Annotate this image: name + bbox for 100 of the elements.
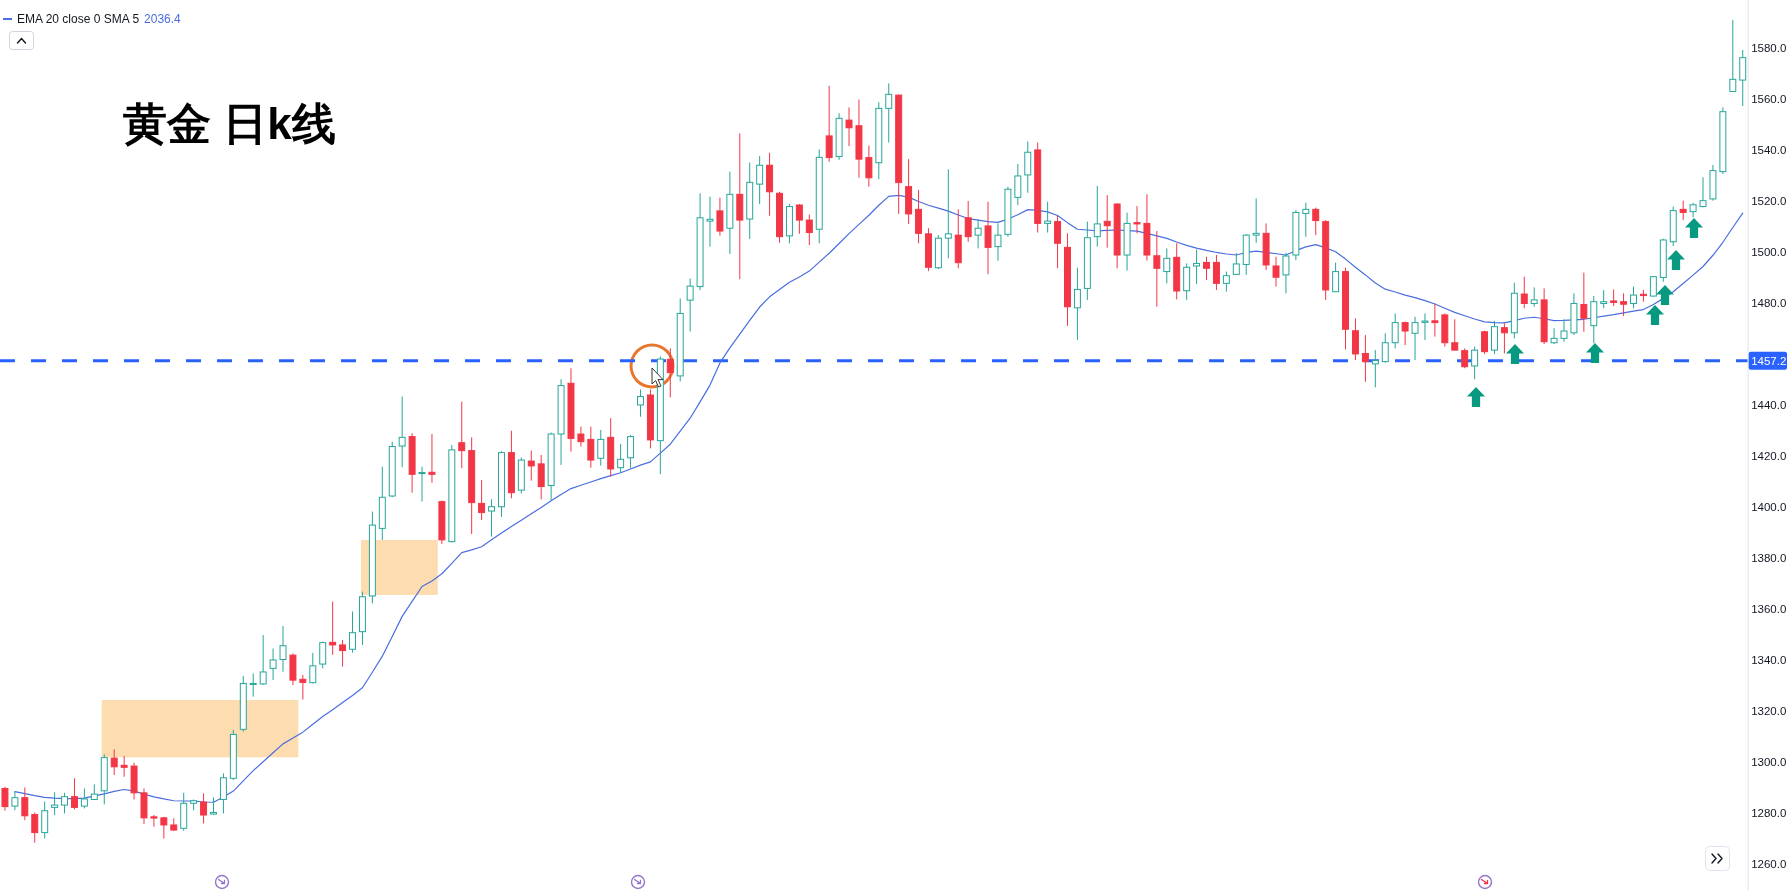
candlestick [1520,276,1528,309]
candlestick [1679,200,1687,221]
candlestick [964,200,972,243]
annotation: 2036.4 [144,11,181,27]
candlestick [756,155,764,205]
candlestick [259,634,267,686]
candlestick [994,222,1002,262]
candlestick [41,801,49,839]
candlestick [120,755,128,778]
candlestick [1590,295,1598,344]
y-tick-label: 1520.0 [1751,194,1787,207]
y-tick-label: 1380.0 [1751,551,1787,564]
candlestick [1500,322,1508,354]
candlestick [1491,320,1498,355]
candlestick [1600,289,1608,309]
candlestick [1163,247,1171,284]
y-tick-label: 1500.0 [1751,245,1787,258]
candlestick [825,85,833,163]
candlestick [885,82,893,144]
candlestick [269,648,277,681]
candlestick [319,641,327,669]
candlestick [1630,286,1637,309]
candlestick [279,625,287,673]
candlestick [1014,163,1022,206]
candlestick [1361,334,1369,383]
candlestick [1560,318,1568,343]
candlestick [71,777,78,810]
candlestick [1351,317,1359,361]
candlestick [11,791,19,811]
candlestick [21,786,29,821]
candlestick [80,788,88,809]
candlestick [1232,252,1240,276]
candlestick [1044,201,1052,234]
candlestick [1739,49,1747,107]
candlestick [627,434,635,469]
candlestick [418,466,426,503]
candlestick [666,347,674,398]
candlestick [150,814,158,828]
candlestick [31,811,39,844]
candlestick [1461,347,1469,369]
y-tick-label: 1300.0 [1751,755,1787,768]
candlestick [1203,256,1210,281]
y-tick-label: 1280.0 [1751,806,1787,819]
candlestick [51,791,59,816]
candlestick [1580,272,1588,333]
candlestick [1153,230,1161,308]
candlestick [458,401,466,469]
y-tick-label: 1440.0 [1751,398,1787,411]
candlestick [686,277,694,333]
y-tick-label: 1480.0 [1751,296,1787,309]
candlestick [1133,205,1141,234]
candlestick [428,433,436,484]
candlestick [1054,215,1062,269]
candlestick [1312,207,1320,236]
candlestick [1699,176,1707,208]
candlestick [1073,267,1081,341]
candlestick [527,450,535,482]
candlestick [1421,312,1429,341]
candlestick [845,106,853,147]
candlestick [1282,252,1290,294]
legend-label: EMA 20 close 0 SMA 5 [17,11,140,27]
y-tick-label: 1400.0 [1751,500,1787,513]
y-tick-label: 1580.0 [1751,41,1787,54]
candlestick [1620,292,1628,317]
candlestick [1332,262,1340,293]
y-tick-label: 1420.0 [1751,449,1787,462]
candlestick [349,611,356,654]
candlestick [1471,346,1479,380]
candlestick [1381,332,1389,364]
candlestick [488,498,496,538]
candlestick [1183,262,1191,301]
candlestick [110,748,118,776]
candlestick [339,639,347,668]
candlestick [1371,349,1379,388]
candlestick [537,454,545,500]
candlestick [219,772,227,814]
y-tick-label: 1260.0 [1751,857,1787,870]
candlestick [1729,19,1737,93]
candlestick [1391,312,1399,349]
candlestick [944,168,952,259]
candlestick [577,426,585,448]
candlestick [795,203,803,235]
candlestick [1103,194,1111,249]
candlestick [398,396,406,468]
candlestick [637,388,644,418]
candlestick [200,792,208,824]
candlestick [1252,197,1260,244]
text: 黄金 日k线 [123,99,336,148]
candlestick [309,652,317,684]
candlestick [915,189,923,244]
candlestick [61,792,69,814]
candlestick [617,443,625,474]
candlestick [805,213,813,246]
candlestick [249,672,257,698]
candlestick [1,786,9,812]
candlestick [478,479,486,521]
ref-line-label: 1457.2 [1751,354,1787,367]
candlestick [1024,141,1032,194]
candlestick [1451,318,1459,351]
candlestick [1431,302,1439,338]
